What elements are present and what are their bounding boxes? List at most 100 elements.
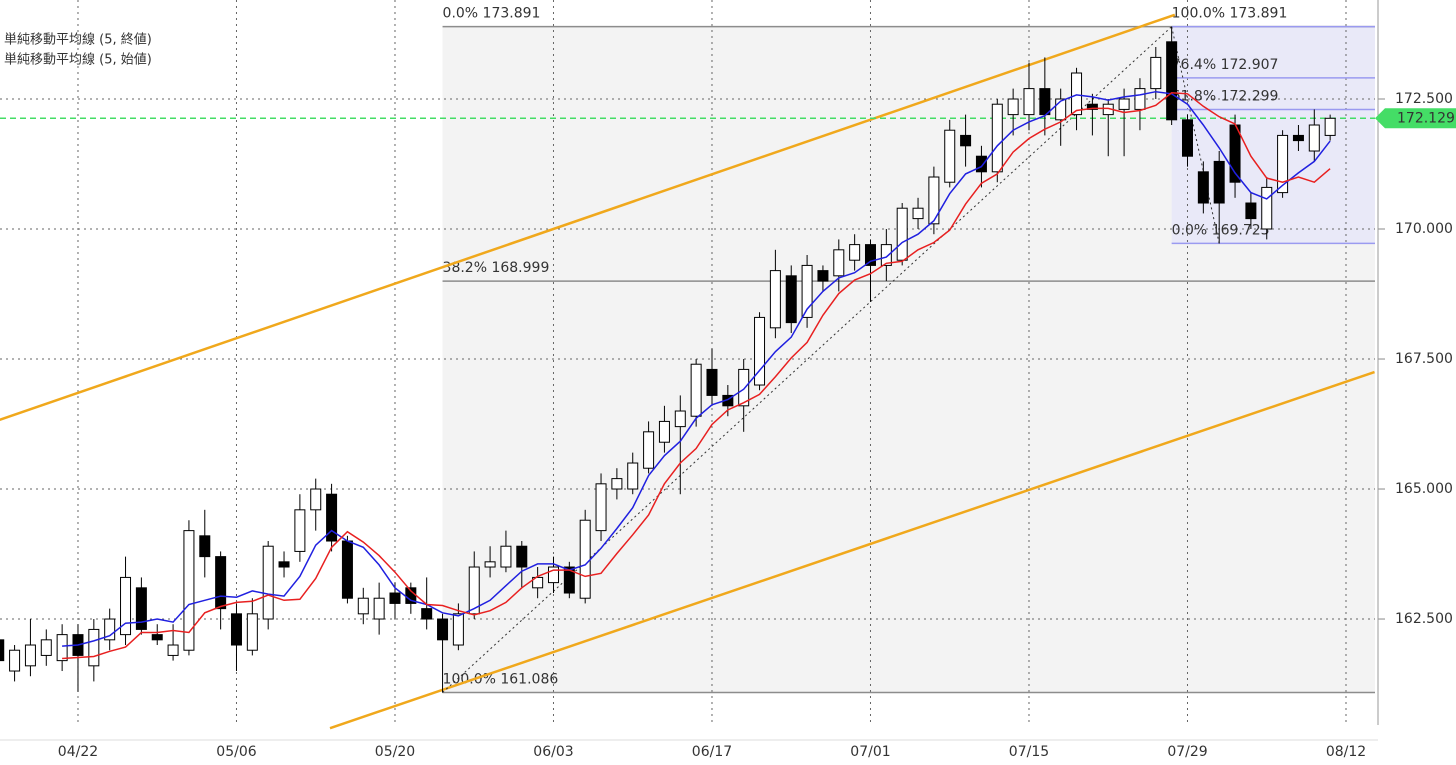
candle-body	[40, 639, 52, 656]
candle-body	[199, 535, 211, 558]
candle-body	[1213, 160, 1225, 204]
candle-body	[1308, 124, 1320, 152]
candle-body	[944, 129, 956, 183]
candle-body	[880, 244, 892, 266]
candle-body	[389, 592, 401, 604]
candle-body	[357, 597, 369, 615]
candle-body	[690, 363, 702, 417]
candle-body	[1086, 103, 1098, 110]
candle-body	[341, 540, 353, 599]
candle-body	[563, 566, 575, 594]
candle-body	[611, 478, 623, 490]
moving-average-line	[62, 92, 1331, 660]
candle-body	[326, 493, 338, 542]
moving-average-line	[62, 90, 1331, 647]
candle-body	[167, 644, 179, 656]
x-tick-label: 06/17	[692, 744, 732, 760]
channel-line	[329, 370, 1375, 730]
candle-body	[230, 613, 242, 646]
legend-entry: 単純移動平均線 (5, 始値)	[4, 52, 152, 68]
candle-body	[547, 566, 559, 584]
candle-body	[373, 597, 385, 620]
candle-body	[579, 519, 591, 599]
candle-body	[1277, 134, 1289, 194]
fib-label: 61.8% 172.299	[1172, 88, 1279, 104]
y-tick-label: 172.500	[1395, 91, 1453, 107]
x-tick-label: 07/01	[850, 744, 890, 760]
candle-body	[1166, 41, 1178, 121]
candle-body	[706, 368, 718, 396]
candle-body	[674, 410, 686, 428]
candle-body	[658, 420, 670, 443]
x-tick-label: 07/29	[1167, 744, 1207, 760]
candle-body	[975, 155, 987, 173]
candle-body	[817, 270, 829, 282]
y-tick-label: 170.000	[1395, 221, 1453, 237]
legend-entry: 単純移動平均線 (5, 終値)	[4, 32, 152, 48]
candle-body	[738, 368, 750, 407]
candle-body	[769, 270, 781, 329]
candle-body	[294, 509, 306, 552]
x-tick-label: 05/20	[375, 744, 415, 760]
candle-body	[1197, 171, 1209, 204]
candle-body	[421, 608, 433, 620]
fib-area	[1171, 26, 1375, 244]
candle-body	[785, 275, 797, 324]
x-tick-label: 07/15	[1009, 744, 1049, 760]
candle-body	[833, 249, 845, 277]
candle-body	[262, 545, 274, 620]
candle-body	[801, 264, 813, 318]
y-tick-label: 165.000	[1395, 481, 1453, 497]
candle-body	[754, 316, 766, 386]
candle-body	[1071, 72, 1083, 116]
candle-body	[135, 587, 147, 630]
candle-body	[1055, 98, 1067, 121]
candle-body	[912, 207, 924, 220]
last-price-tag	[1375, 108, 1456, 129]
candle-body	[516, 545, 528, 568]
candle-body	[56, 634, 68, 662]
candle-body	[627, 462, 639, 490]
candle-body	[1134, 88, 1146, 110]
candle-body	[1181, 119, 1193, 157]
fib-label: 0.0% 169.723	[1172, 222, 1270, 238]
x-tick-label: 06/03	[533, 744, 573, 760]
candle-body	[1023, 88, 1035, 116]
fib-label: 76.4% 172.907	[1172, 57, 1279, 73]
candle-body	[24, 644, 36, 667]
y-tick-label: 162.500	[1395, 611, 1453, 627]
x-tick-label: 05/06	[216, 744, 256, 760]
candle-body	[1007, 98, 1019, 116]
candle-body	[896, 207, 908, 261]
candle-body	[928, 176, 940, 225]
candle-body	[246, 613, 258, 651]
x-tick-label: 08/12	[1326, 744, 1366, 760]
candle-body	[960, 134, 972, 147]
candle-body	[991, 103, 1003, 173]
candle-body	[310, 488, 322, 511]
candle-body	[532, 576, 544, 589]
candle-body	[1118, 98, 1130, 110]
candle-body	[849, 244, 861, 261]
candle-body	[1261, 186, 1273, 230]
fib-label: 38.2% 168.999	[443, 260, 550, 276]
candle-body	[1039, 88, 1051, 116]
y-tick-label: 167.500	[1395, 351, 1453, 367]
candle-body	[120, 576, 132, 636]
candle-body	[484, 561, 496, 568]
candle-body	[151, 634, 163, 641]
candle-body	[1150, 56, 1162, 90]
candle-body	[500, 545, 512, 568]
last-price-label: 172.129	[1397, 110, 1455, 126]
candle-body	[595, 483, 607, 532]
candle-body	[9, 649, 21, 672]
candle-body	[864, 244, 876, 266]
fib-label: 100.0% 173.891	[1172, 6, 1288, 22]
x-tick-label: 04/22	[58, 744, 98, 760]
candle-body	[0, 639, 5, 662]
fib-label: 100.0% 161.086	[443, 672, 559, 688]
candle-body	[643, 431, 655, 469]
legend: 単純移動平均線 (5, 終値) 単純移動平均線 (5, 始値)	[4, 32, 152, 68]
candle-body	[452, 613, 464, 646]
